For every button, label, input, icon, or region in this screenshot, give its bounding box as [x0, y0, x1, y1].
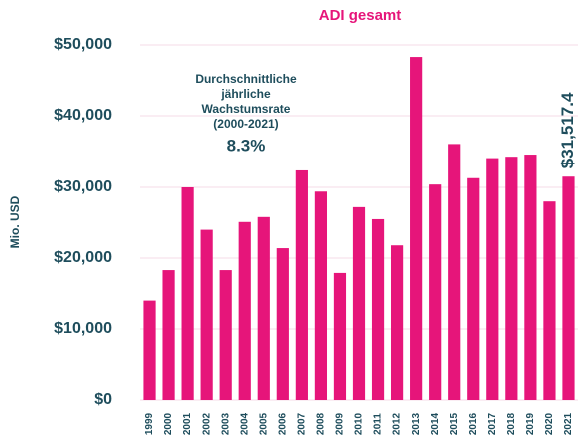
y-tick-label: $30,000	[54, 178, 112, 195]
bar	[505, 157, 518, 400]
x-tick-label: 2002	[201, 412, 212, 435]
x-tick-label: 2010	[354, 412, 365, 435]
x-tick-label: 2000	[163, 412, 174, 435]
annotation: jährliche	[220, 87, 271, 101]
y-tick-label: $40,000	[54, 107, 112, 124]
x-tick-label: 2008	[316, 412, 327, 435]
bar	[295, 169, 308, 400]
annotation: Wachstumsrate	[202, 102, 291, 116]
bar	[429, 184, 442, 400]
bar	[276, 248, 289, 400]
bar	[467, 177, 480, 400]
bar	[524, 155, 537, 400]
x-tick-label: 1999	[144, 412, 155, 435]
annotation: (2000-2021)	[213, 117, 278, 131]
x-tick-label: 2001	[182, 412, 193, 435]
bar	[562, 176, 575, 400]
bar	[371, 218, 385, 400]
x-tick-label: 2012	[392, 412, 403, 435]
x-tick-label: 2015	[449, 412, 460, 435]
annotation: Durchschnittliche	[195, 72, 297, 86]
bar	[257, 216, 270, 400]
x-tick-label: 2019	[525, 412, 536, 435]
bar	[143, 300, 156, 400]
y-tick-label: $0	[94, 391, 112, 408]
bar	[200, 229, 213, 400]
bar	[543, 201, 556, 400]
bar	[333, 272, 347, 400]
y-tick-label: $50,000	[54, 36, 112, 53]
bar	[162, 270, 175, 400]
bar	[410, 57, 423, 400]
x-tick-label: 2014	[430, 412, 441, 435]
bar	[390, 245, 404, 400]
y-tick-label: $10,000	[54, 320, 112, 337]
x-tick-label: 2004	[239, 412, 250, 435]
bar	[486, 158, 499, 400]
x-tick-label: 2011	[373, 413, 384, 435]
x-tick-label: 2021	[563, 412, 574, 435]
value-label: $31,517.4	[558, 92, 577, 168]
chart-title: ADI gesamt	[319, 7, 402, 24]
bar	[448, 144, 461, 400]
annotation: 8.3%	[227, 136, 266, 155]
bar	[219, 270, 232, 400]
bar	[314, 191, 328, 400]
x-tick-label: 2016	[468, 412, 479, 435]
y-tick-label: $20,000	[54, 249, 112, 266]
x-tick-label: 2020	[544, 412, 555, 435]
bar	[238, 221, 251, 400]
y-axis-label: Mio. USD	[8, 195, 22, 248]
x-tick-label: 2013	[411, 412, 422, 435]
x-tick-label: 2005	[258, 412, 269, 435]
x-tick-label: 2006	[277, 412, 288, 435]
x-tick-label: 2017	[487, 412, 498, 435]
x-tick-label: 2003	[220, 412, 231, 435]
x-tick-label: 2018	[506, 412, 517, 435]
x-tick-label: 2007	[297, 412, 308, 435]
bar	[181, 187, 194, 400]
bar	[352, 206, 366, 400]
x-tick-label: 2009	[335, 412, 346, 435]
